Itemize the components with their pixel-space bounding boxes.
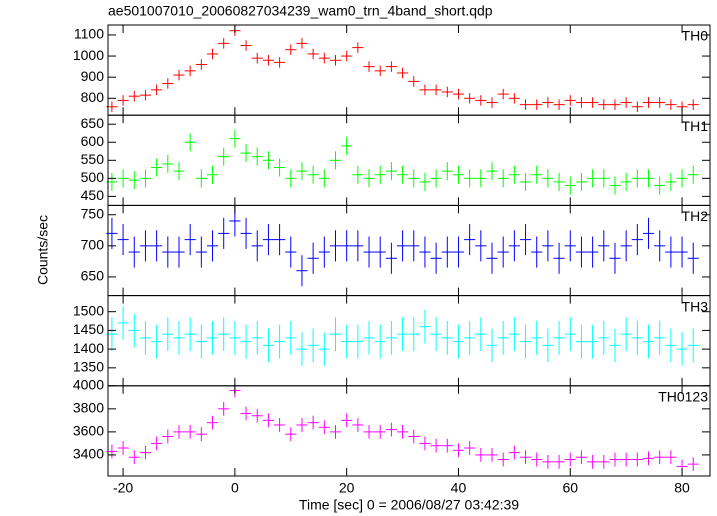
y-tick-label: 1000 <box>73 47 104 63</box>
x-tick-label: 0 <box>231 480 239 496</box>
panel-frame <box>107 24 711 116</box>
panel-frame <box>107 295 711 387</box>
y-tick-label: 650 <box>81 268 105 284</box>
x-tick-label: 20 <box>339 480 355 496</box>
y-tick-label: 3400 <box>73 446 104 462</box>
panel-frame <box>107 114 711 206</box>
x-axis-label: Time [sec] 0 = 2006/08/27 03:42:39 <box>299 497 519 513</box>
panel-label: TH1 <box>682 118 709 134</box>
panel-label: TH0 <box>682 28 709 44</box>
y-tick-label: 1500 <box>73 302 104 318</box>
panel-frame <box>107 385 711 477</box>
panel-label: TH0123 <box>658 389 708 405</box>
y-tick-label: 900 <box>81 68 105 84</box>
y-tick-label: 3600 <box>73 423 104 439</box>
y-axis-label: Counts/sec <box>35 215 51 285</box>
y-tick-label: 4000 <box>73 377 104 393</box>
y-tick-label: 650 <box>81 115 105 131</box>
panel-label: TH3 <box>682 298 709 314</box>
y-tick-label: 600 <box>81 133 105 149</box>
y-tick-label: 700 <box>81 237 105 253</box>
x-tick-label: 40 <box>451 480 467 496</box>
y-tick-label: 550 <box>81 151 105 167</box>
y-tick-label: 3800 <box>73 400 104 416</box>
y-tick-label: 1350 <box>73 359 104 375</box>
chart-title: ae501007010_20060827034239_wam0_trn_4ban… <box>108 3 493 19</box>
y-tick-label: 1400 <box>73 340 104 356</box>
y-tick-label: 500 <box>81 169 105 185</box>
y-tick-label: 1450 <box>73 321 104 337</box>
y-tick-label: 450 <box>81 187 105 203</box>
panel-label: TH2 <box>682 208 709 224</box>
x-tick-label: -20 <box>113 480 133 496</box>
y-tick-label: 1100 <box>74 26 104 42</box>
x-tick-label: 80 <box>674 480 690 496</box>
x-tick-label: 60 <box>562 480 578 496</box>
y-tick-label: 800 <box>81 89 105 105</box>
panel-frame <box>107 204 711 297</box>
y-tick-label: 750 <box>81 205 105 221</box>
